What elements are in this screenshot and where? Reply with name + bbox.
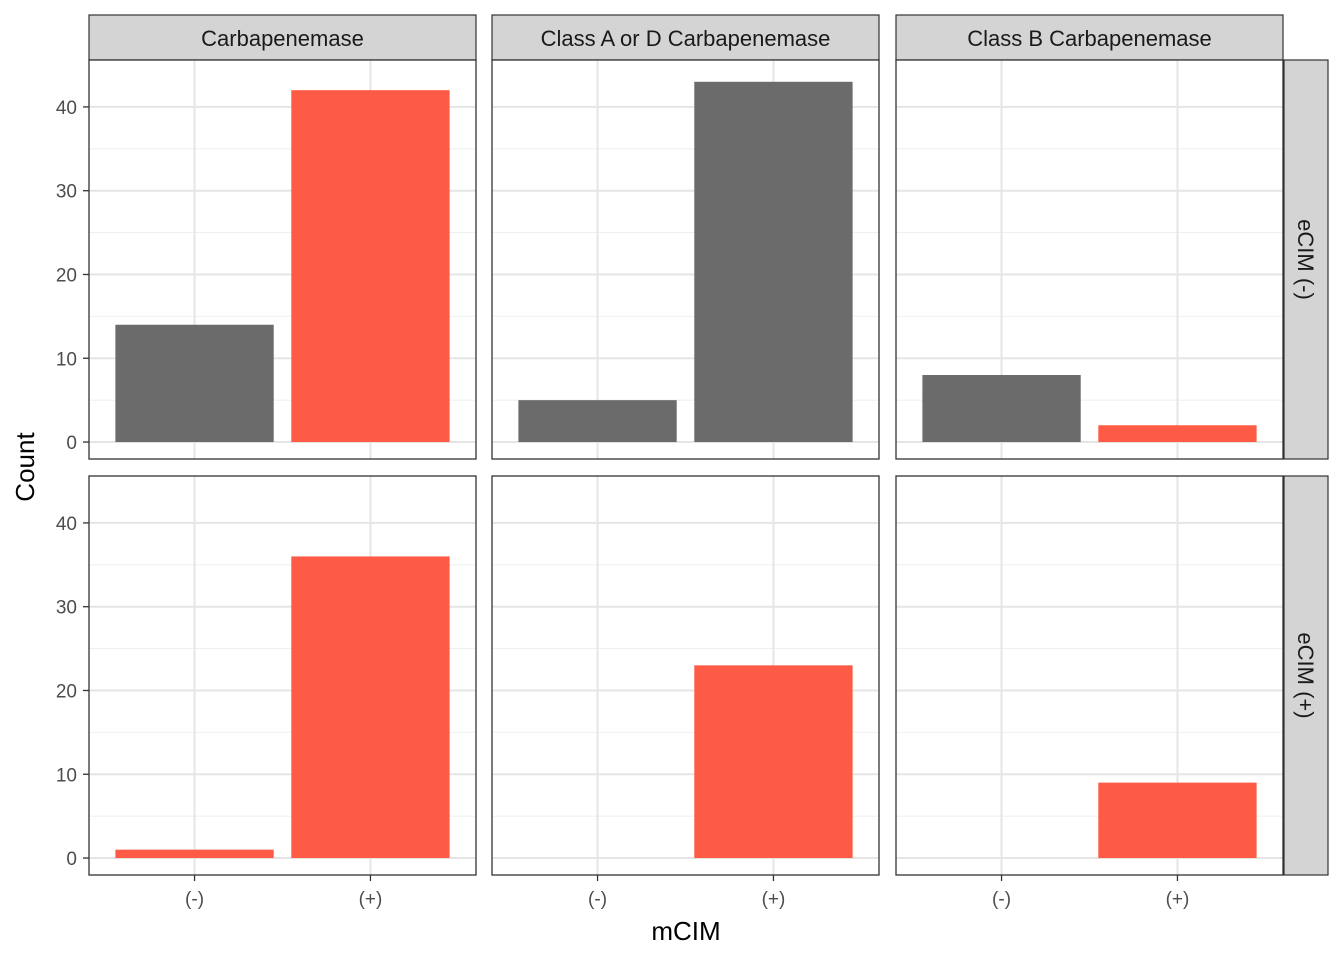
x-tick-label: (-) (588, 889, 607, 910)
column-strip: Carbapenemase (88, 14, 477, 61)
row-strip: eCIM (-) (1283, 59, 1329, 460)
column-strip-label: Class A or D Carbapenemase (541, 26, 831, 51)
x-axes: (-) (+) (-) (+) (-) (+) (185, 875, 1189, 910)
bar (694, 665, 853, 859)
panel-border (491, 59, 880, 460)
y-axes: 0 10 20 30 40 0 10 20 30 40 (56, 98, 89, 870)
column-strip: Class B Carbapenemase (895, 14, 1284, 61)
y-tick-label: 20 (56, 265, 77, 286)
y-axis: 0 10 20 30 40 (56, 98, 89, 454)
facet-panel (895, 475, 1284, 876)
y-tick-label: 30 (56, 182, 77, 203)
facet-panel (88, 59, 477, 460)
column-strip-label: Class B Carbapenemase (967, 26, 1212, 51)
panel-border (895, 475, 1284, 876)
y-tick-label: 10 (56, 349, 77, 370)
column-strip-background (491, 14, 880, 61)
column-strip-background (88, 14, 477, 61)
column-strips: Carbapenemase Class A or D Carbapenemase C… (88, 14, 1284, 61)
y-tick-label: 40 (56, 98, 77, 119)
bar (922, 375, 1081, 443)
row-strip: eCIM (+) (1283, 475, 1329, 876)
x-tick-label: (-) (185, 889, 204, 910)
bar (694, 81, 853, 443)
row-strip-background (1283, 475, 1329, 876)
x-axis: (-) (+) (588, 875, 785, 910)
facet-panel (491, 475, 880, 876)
y-tick-label: 40 (56, 514, 77, 535)
x-axis: (-) (+) (185, 875, 382, 910)
panel-border (491, 475, 880, 876)
bar (518, 400, 677, 443)
row-strip-background (1283, 59, 1329, 460)
bar (115, 849, 274, 859)
panel-border (88, 59, 477, 460)
x-tick-label: (+) (762, 889, 786, 910)
facet-panel (895, 59, 1284, 460)
bar (1098, 782, 1257, 859)
facet-panels (88, 59, 1284, 876)
bar (291, 90, 450, 443)
y-tick-label: 0 (66, 849, 77, 870)
x-tick-label: (+) (1166, 889, 1190, 910)
y-tick-label: 20 (56, 681, 77, 702)
bar (291, 556, 450, 859)
bar (115, 324, 274, 443)
row-strips: eCIM (-) eCIM (+) (1283, 59, 1329, 876)
y-tick-label: 0 (66, 433, 77, 454)
y-tick-label: 30 (56, 598, 77, 619)
bar (1098, 425, 1257, 443)
column-strip-label: Carbapenemase (201, 26, 364, 51)
y-tick-label: 10 (56, 765, 77, 786)
panel-border (895, 59, 1284, 460)
row-strip-label: eCIM (-) (1293, 219, 1318, 300)
column-strip-background (895, 14, 1284, 61)
panel-border (88, 475, 477, 876)
y-axis: 0 10 20 30 40 (56, 514, 89, 870)
x-tick-label: (-) (992, 889, 1011, 910)
row-strip-label: eCIM (+) (1293, 632, 1318, 718)
x-axis-title: mCIM (651, 916, 720, 946)
y-axis-title: Count (10, 432, 40, 502)
x-tick-label: (+) (359, 889, 383, 910)
facet-panel (88, 475, 477, 876)
x-axis: (-) (+) (992, 875, 1189, 910)
facet-panel (491, 59, 880, 460)
column-strip: Class A or D Carbapenemase (491, 14, 880, 61)
